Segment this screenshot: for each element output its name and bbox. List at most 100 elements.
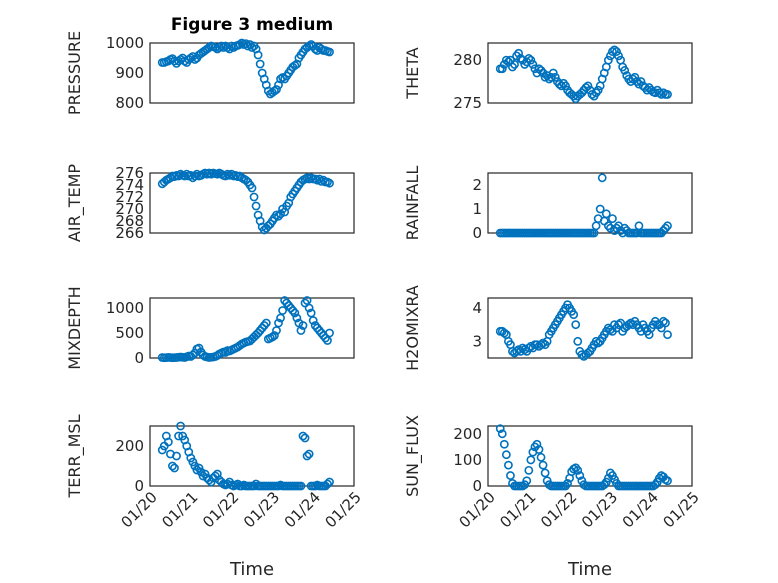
data-point xyxy=(272,85,281,94)
data-point xyxy=(176,421,185,431)
data-point xyxy=(270,86,279,96)
data-point xyxy=(247,183,257,193)
data-point xyxy=(548,68,558,78)
data-point xyxy=(227,41,236,51)
data-point xyxy=(659,88,668,98)
y-tick-label: 800 xyxy=(115,94,144,112)
data-point xyxy=(325,328,334,338)
data-point xyxy=(325,178,334,188)
data-point xyxy=(630,72,640,82)
data-point xyxy=(608,214,617,223)
axes-frame xyxy=(487,425,693,487)
data-point xyxy=(571,320,581,330)
data-point xyxy=(497,64,507,74)
data-point xyxy=(573,336,583,346)
data-point xyxy=(308,316,318,325)
data-point xyxy=(573,465,583,475)
x-tick-label: 01/24 xyxy=(619,488,662,531)
data-point xyxy=(249,192,259,202)
data-point xyxy=(192,169,202,179)
data-point xyxy=(497,429,507,439)
data-point xyxy=(593,85,603,95)
data-point xyxy=(190,171,200,181)
y-tick-label: 0 xyxy=(134,477,144,495)
data-point xyxy=(270,331,279,340)
data-point xyxy=(296,481,306,491)
data-point xyxy=(538,338,548,348)
data-point xyxy=(540,72,550,82)
data-point xyxy=(595,204,605,214)
data-point xyxy=(180,171,190,181)
data-point xyxy=(601,209,611,219)
data-point xyxy=(524,54,534,63)
data-point xyxy=(204,43,214,52)
data-point xyxy=(174,171,183,181)
data-point xyxy=(302,451,312,461)
x-tick-label: 01/21 xyxy=(158,488,201,531)
subplot-mixdepth: 0 500 1000 MIXDEPTH xyxy=(65,286,355,370)
data-point xyxy=(522,476,532,486)
data-point xyxy=(612,47,621,56)
data-point xyxy=(608,47,617,56)
y-tick-label: 2 xyxy=(472,176,482,194)
data-point xyxy=(506,471,515,480)
y-tick-label: 1000 xyxy=(106,299,144,317)
data-point xyxy=(514,48,523,58)
data-point xyxy=(587,90,597,99)
data-point xyxy=(278,306,287,315)
data-point xyxy=(272,326,281,335)
data-point xyxy=(546,72,556,82)
data-point xyxy=(620,66,630,75)
y-axis-label: MIXDEPTH xyxy=(65,286,84,369)
data-point xyxy=(526,55,536,65)
data-point xyxy=(274,211,283,221)
data-point xyxy=(538,460,548,470)
data-point xyxy=(659,316,668,326)
data-point xyxy=(235,40,245,49)
x-tick-label: 01/22 xyxy=(537,488,580,531)
data-point xyxy=(495,424,505,434)
data-point xyxy=(534,445,544,454)
data-point xyxy=(663,221,672,231)
data-point xyxy=(526,455,536,465)
subplot-rainfall: 0 1 2 RAINFALL xyxy=(403,166,693,242)
y-axis-label: AIR_TEMP xyxy=(65,164,85,242)
data-point xyxy=(575,471,585,480)
data-point xyxy=(514,345,523,355)
data-point xyxy=(503,460,513,470)
y-tick-label: 200 xyxy=(453,425,482,443)
data-point xyxy=(499,439,509,449)
axes-frame xyxy=(487,172,693,234)
data-point xyxy=(536,452,546,462)
data-point xyxy=(253,50,263,60)
data-point xyxy=(274,318,283,328)
data-point xyxy=(663,90,672,99)
data-point xyxy=(510,60,519,69)
data-point xyxy=(661,223,670,233)
data-point xyxy=(170,463,179,473)
y-tick-label: 272 xyxy=(115,188,144,206)
x-tick-label: 01/22 xyxy=(199,488,242,531)
data-point xyxy=(172,451,181,461)
data-point xyxy=(247,43,257,52)
y-tick-label: 0 xyxy=(472,224,482,242)
y-tick-label: 275 xyxy=(453,94,482,112)
data-point xyxy=(603,221,613,231)
y-axis-label: H2OMIXRA xyxy=(403,285,422,371)
y-tick-label: 266 xyxy=(115,224,144,242)
data-point xyxy=(325,47,334,57)
data-point xyxy=(276,313,285,323)
data-point xyxy=(550,72,560,82)
data-point xyxy=(501,450,511,460)
data-point xyxy=(298,321,308,330)
data-point xyxy=(310,44,320,54)
data-point xyxy=(296,326,306,335)
y-axis-label: TERR_MSL xyxy=(65,414,85,498)
data-point xyxy=(174,431,183,441)
data-point xyxy=(261,318,271,328)
x-tick-label: 01/24 xyxy=(281,488,324,531)
y-tick-label: 270 xyxy=(115,200,144,218)
